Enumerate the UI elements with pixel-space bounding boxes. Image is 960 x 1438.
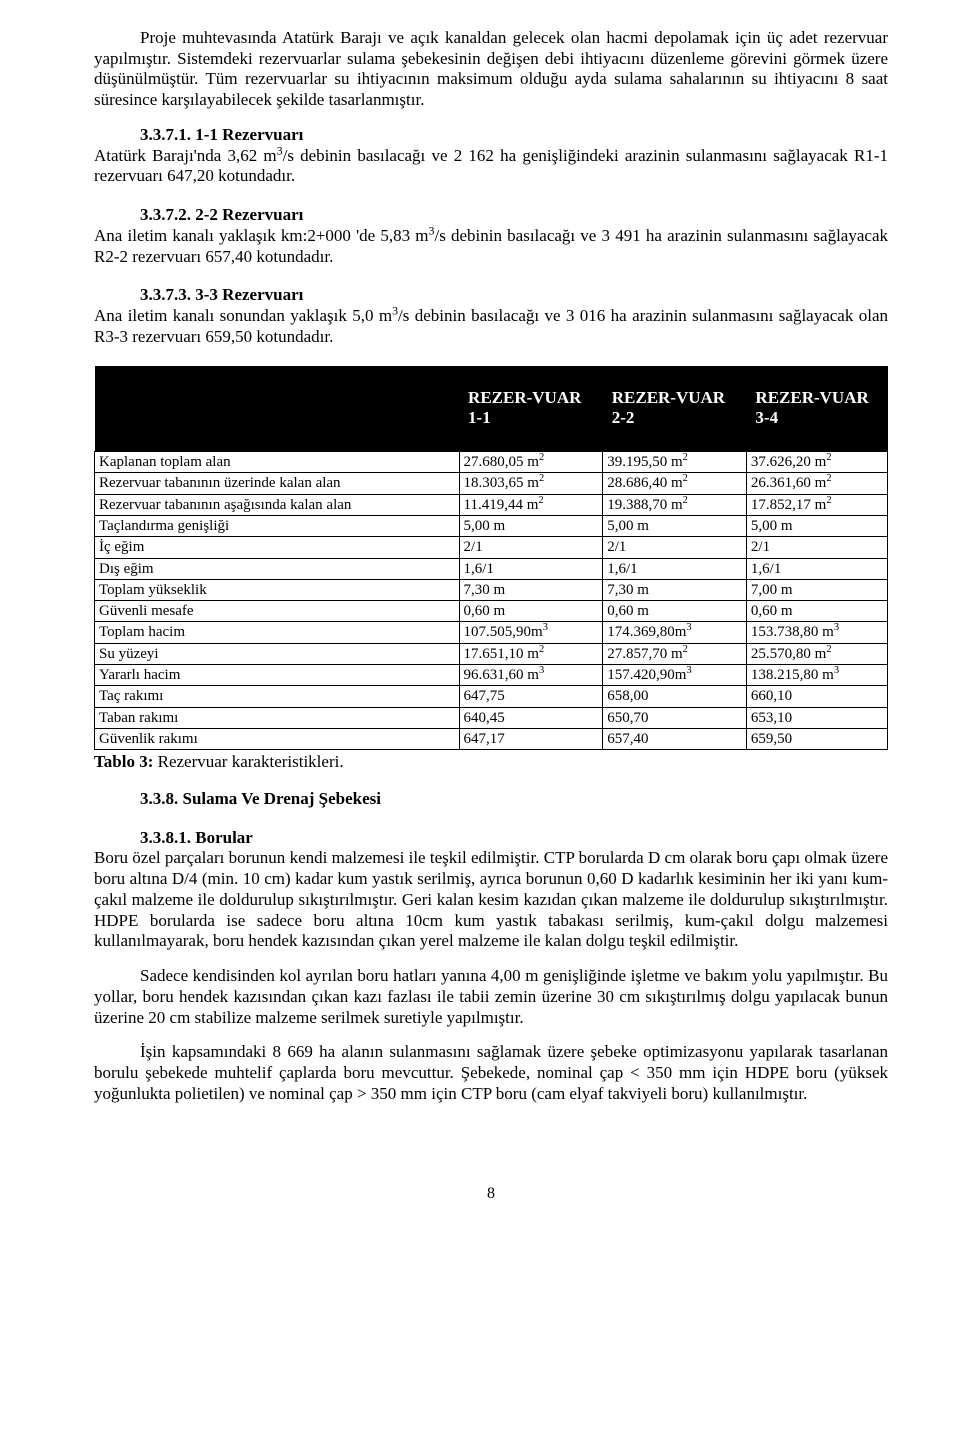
table-cell: Toplam yükseklik: [95, 579, 460, 600]
section-body-p2: Sadece kendisinden kol ayrılan boru hatl…: [94, 966, 888, 1028]
section-heading: 3.3.7.3. 3-3 Rezervuarı: [140, 285, 303, 304]
table-cell: 11.419,44 m2: [459, 494, 603, 515]
section-body-p3: İşin kapsamındaki 8 669 ha alanın sulanm…: [94, 1042, 888, 1104]
section-body-p1: Boru özel parçaları borunun kendi malzem…: [94, 848, 888, 950]
table-cell: 2/1: [459, 537, 603, 558]
page-number: 8: [94, 1184, 888, 1204]
table-cell: İç eğim: [95, 537, 460, 558]
section-body: Ana iletim kanalı yaklaşık km:2+000 'de …: [94, 226, 888, 266]
table-cell: 640,45: [459, 707, 603, 728]
intro-paragraph: Proje muhtevasında Atatürk Barajı ve açı…: [94, 28, 888, 111]
table-cell: 647,17: [459, 728, 603, 749]
table-cell: 2/1: [603, 537, 747, 558]
table-row: Yararlı hacim96.631,60 m3157.420,90m3138…: [95, 664, 888, 685]
table-cell: 5,00 m: [746, 515, 887, 536]
table-row: Güvenlik rakımı647,17657,40659,50: [95, 728, 888, 749]
table-cell: 657,40: [603, 728, 747, 749]
section-3-3-8-1: 3.3.8.1. Borular Boru özel parçaları bor…: [94, 828, 888, 952]
table-row: Su yüzeyi17.651,10 m227.857,70 m225.570,…: [95, 643, 888, 664]
table-row: Taç rakımı647,75658,00660,10: [95, 686, 888, 707]
table-cell: 19.388,70 m2: [603, 494, 747, 515]
table-cell: 18.303,65 m2: [459, 473, 603, 494]
table-cell: 7,00 m: [746, 579, 887, 600]
table-cell: 5,00 m: [603, 515, 747, 536]
table-row: İç eğim2/12/12/1: [95, 537, 888, 558]
table-cell: Yararlı hacim: [95, 664, 460, 685]
table-row: Kaplanan toplam alan27.680,05 m239.195,5…: [95, 452, 888, 473]
table-cell: 157.420,90m3: [603, 664, 747, 685]
table-cell: 1,6/1: [603, 558, 747, 579]
table-header-row: REZER-VUAR 1-1 REZER-VUAR 2-2 REZER-VUAR…: [95, 366, 888, 452]
section-3-3-7-2: 3.3.7.2. 2-2 Rezervuarı Ana iletim kanal…: [94, 205, 888, 267]
reservoir-table: REZER-VUAR 1-1 REZER-VUAR 2-2 REZER-VUAR…: [94, 366, 888, 751]
table-cell: 27.857,70 m2: [603, 643, 747, 664]
section-body: Atatürk Barajı'nda 3,62 m3/s debinin bas…: [94, 146, 888, 186]
table-cell: 1,6/1: [459, 558, 603, 579]
table-cell: 2/1: [746, 537, 887, 558]
section-heading: 3.3.7.1. 1-1 Rezervuarı: [140, 125, 303, 144]
table-cell: Rezervuar tabanının aşağısında kalan ala…: [95, 494, 460, 515]
table-row: Toplam hacim107.505,90m3174.369,80m3153.…: [95, 622, 888, 643]
table-row: Dış eğim1,6/11,6/11,6/1: [95, 558, 888, 579]
table-cell: 174.369,80m3: [603, 622, 747, 643]
table-header-col2: REZER-VUAR 2-2: [603, 366, 747, 452]
table-cell: 17.852,17 m2: [746, 494, 887, 515]
table-cell: 39.195,50 m2: [603, 452, 747, 473]
section-3-3-8-heading: 3.3.8. Sulama Ve Drenaj Şebekesi: [94, 789, 888, 810]
table-cell: Güvenlik rakımı: [95, 728, 460, 749]
table-cell: 647,75: [459, 686, 603, 707]
table-cell: Toplam hacim: [95, 622, 460, 643]
table-row: Güvenli mesafe0,60 m0,60 m0,60 m: [95, 601, 888, 622]
table-row: Rezervuar tabanının aşağısında kalan ala…: [95, 494, 888, 515]
table-cell: 96.631,60 m3: [459, 664, 603, 685]
section-body: Ana iletim kanalı sonundan yaklaşık 5,0 …: [94, 306, 888, 346]
table-cell: 0,60 m: [746, 601, 887, 622]
table-cell: 27.680,05 m2: [459, 452, 603, 473]
section-heading: 3.3.7.2. 2-2 Rezervuarı: [140, 205, 303, 224]
table-cell: Kaplanan toplam alan: [95, 452, 460, 473]
table-cell: Dış eğim: [95, 558, 460, 579]
table-cell: 153.738,80 m3: [746, 622, 887, 643]
table-header-col1: REZER-VUAR 1-1: [459, 366, 603, 452]
caption-bold: Tablo 3:: [94, 752, 153, 771]
table-row: Toplam yükseklik7,30 m7,30 m7,00 m: [95, 579, 888, 600]
table-row: Rezervuar tabanının üzerinde kalan alan1…: [95, 473, 888, 494]
table-cell: 107.505,90m3: [459, 622, 603, 643]
table-cell: 5,00 m: [459, 515, 603, 536]
table-cell: 658,00: [603, 686, 747, 707]
table-cell: 0,60 m: [603, 601, 747, 622]
table-cell: Güvenli mesafe: [95, 601, 460, 622]
table-cell: 650,70: [603, 707, 747, 728]
table-cell: 7,30 m: [603, 579, 747, 600]
table-cell: Taç rakımı: [95, 686, 460, 707]
table-header-col3: REZER-VUAR 3-4: [746, 366, 887, 452]
table-caption: Tablo 3: Rezervuar karakteristikleri.: [94, 752, 888, 773]
section-3-3-7-1: 3.3.7.1. 1-1 Rezervuarı Atatürk Barajı'n…: [94, 125, 888, 187]
table-cell: Taçlandırma genişliği: [95, 515, 460, 536]
table-cell: 659,50: [746, 728, 887, 749]
table-cell: 37.626,20 m2: [746, 452, 887, 473]
table-cell: 653,10: [746, 707, 887, 728]
table-cell: 25.570,80 m2: [746, 643, 887, 664]
table-header-blank: [95, 366, 460, 452]
section-3-3-7-3: 3.3.7.3. 3-3 Rezervuarı Ana iletim kanal…: [94, 285, 888, 347]
table-cell: 17.651,10 m2: [459, 643, 603, 664]
caption-rest: Rezervuar karakteristikleri.: [153, 752, 343, 771]
table-cell: 1,6/1: [746, 558, 887, 579]
table-cell: Rezervuar tabanının üzerinde kalan alan: [95, 473, 460, 494]
section-heading: 3.3.8.1. Borular: [140, 828, 253, 847]
table-cell: 7,30 m: [459, 579, 603, 600]
table-cell: 660,10: [746, 686, 887, 707]
table-cell: 28.686,40 m2: [603, 473, 747, 494]
table-row: Taçlandırma genişliği5,00 m5,00 m5,00 m: [95, 515, 888, 536]
table-cell: 26.361,60 m2: [746, 473, 887, 494]
table-cell: 0,60 m: [459, 601, 603, 622]
table-row: Taban rakımı640,45650,70653,10: [95, 707, 888, 728]
table-cell: Su yüzeyi: [95, 643, 460, 664]
table-cell: Taban rakımı: [95, 707, 460, 728]
table-cell: 138.215,80 m3: [746, 664, 887, 685]
